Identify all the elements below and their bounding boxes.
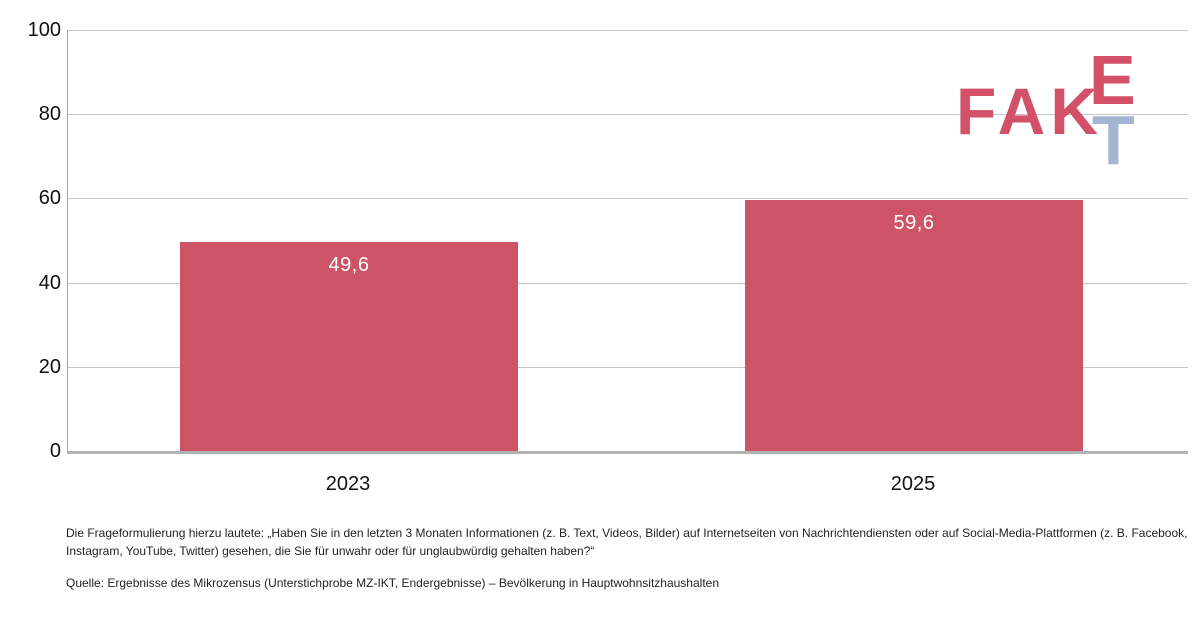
bar-2025[interactable]: 59,6 xyxy=(745,200,1083,451)
gridline-y-100 xyxy=(68,30,1188,31)
bar-2023[interactable]: 49,6 xyxy=(180,242,518,451)
gridline-y-40 xyxy=(68,282,1188,284)
x-axis-label-2025: 2025 xyxy=(890,473,936,495)
y-axis-tick-label: 60 xyxy=(38,187,61,210)
footnote-line-2: Instagram, YouTube, Twitter) gesehen, di… xyxy=(66,544,595,558)
gridline-y-20 xyxy=(68,366,1188,368)
bar-value-label: 49,6 xyxy=(328,254,370,277)
y-axis-tick-label: 40 xyxy=(38,271,61,294)
x-axis-label-2023: 2023 xyxy=(325,473,371,495)
gridline-y-80 xyxy=(68,114,1188,116)
fake-fakt-logo-e: E xyxy=(1089,41,1136,119)
footnote: Die Frageformulierung hierzu lautete: „H… xyxy=(66,524,1188,560)
footnote-line-1: Die Frageformulierung hierzu lautete: „H… xyxy=(66,526,1188,540)
fake-fakt-logo-fak: FAK xyxy=(956,74,1103,148)
y-axis-tick-label: 100 xyxy=(27,19,61,41)
y-axis-tick-label: 0 xyxy=(49,440,61,462)
source-note: Quelle: Ergebnisse des Mikrozensus (Unte… xyxy=(66,576,719,590)
y-axis-tick-label: 20 xyxy=(38,355,61,378)
bar-value-label: 59,6 xyxy=(893,212,935,235)
y-axis-tick-label: 80 xyxy=(38,103,61,126)
plot-area: 49,6 59,6 xyxy=(67,30,1188,454)
gridline-y-60 xyxy=(68,198,1188,200)
fake-fakt-logo-t: T xyxy=(1092,101,1135,179)
